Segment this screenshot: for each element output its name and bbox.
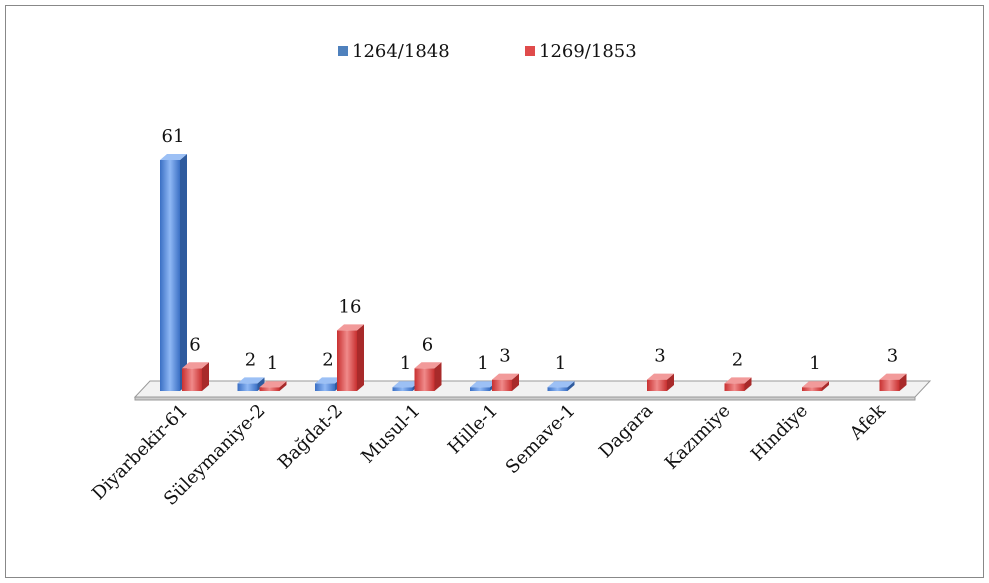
data-label: 16: [339, 296, 362, 317]
data-label: 6: [189, 334, 200, 355]
bar-face: [337, 330, 357, 391]
bar-face: [357, 324, 364, 391]
bar-face: [647, 373, 674, 380]
data-label: 1: [267, 353, 278, 374]
bar-face: [744, 377, 752, 391]
bar: [337, 324, 364, 391]
bar: [802, 381, 829, 391]
bar: [414, 362, 442, 391]
data-label: 1: [477, 353, 488, 374]
bar-face: [879, 373, 907, 380]
data-label: 3: [654, 346, 665, 367]
bar-face: [259, 387, 280, 391]
bar-face: [470, 387, 490, 391]
bar-face: [434, 362, 442, 391]
bar-face: [547, 387, 568, 391]
bar-face: [802, 387, 822, 391]
bar-face: [667, 373, 674, 391]
bar-face: [567, 381, 575, 391]
bar-face: [337, 324, 364, 331]
bar-face: [315, 383, 335, 391]
legend-swatch: [338, 46, 348, 56]
bar-face: [392, 381, 420, 388]
bar: [492, 373, 519, 391]
bar-face: [512, 373, 519, 391]
bar-face: [237, 377, 265, 384]
data-label: 3: [887, 346, 898, 367]
bar-face: [647, 379, 667, 391]
bar-face: [182, 368, 202, 391]
bar-face: [160, 154, 187, 160]
bar: [237, 377, 265, 391]
bar: [879, 373, 907, 391]
bar-face: [279, 381, 287, 391]
bar-face: [492, 373, 519, 380]
data-label: 1: [400, 353, 411, 374]
bar-face: [724, 377, 752, 384]
data-label: 1: [809, 353, 820, 374]
bar-face: [470, 381, 497, 388]
data-label: 2: [732, 349, 743, 370]
legend-label: 1264/1848: [352, 41, 450, 62]
bar-face: [180, 154, 187, 391]
data-label: 2: [322, 349, 333, 370]
legend-label: 1269/1853: [539, 41, 637, 62]
bar-face: [315, 377, 342, 384]
bar-face: [899, 373, 907, 391]
bar-face: [259, 381, 287, 388]
bar-face: [879, 379, 900, 391]
data-label: 1: [555, 353, 566, 374]
bar-face: [492, 379, 512, 391]
floor-edge: [134, 396, 916, 401]
data-label: 3: [499, 346, 510, 367]
data-label: 61: [162, 126, 185, 147]
bar: [182, 362, 209, 391]
bar-face: [724, 383, 745, 391]
bar: [647, 373, 674, 391]
bar-face: [202, 362, 209, 391]
bar-face: [237, 383, 258, 391]
bar-face: [822, 381, 829, 391]
bar-face: [414, 368, 435, 391]
bar-face: [414, 362, 442, 369]
data-label: 2: [245, 349, 256, 370]
bar: [724, 377, 752, 391]
bar: [547, 381, 575, 391]
legend-swatch: [525, 46, 535, 56]
bar-face: [547, 381, 575, 388]
bar-face: [182, 362, 209, 369]
bar-face: [392, 387, 413, 391]
bar-face: [802, 381, 829, 388]
chart-border: [5, 5, 984, 578]
bar-face: [257, 377, 265, 391]
data-label: 6: [422, 334, 433, 355]
bar: [259, 381, 287, 391]
bar-face: [160, 160, 180, 391]
bar: [160, 154, 187, 391]
